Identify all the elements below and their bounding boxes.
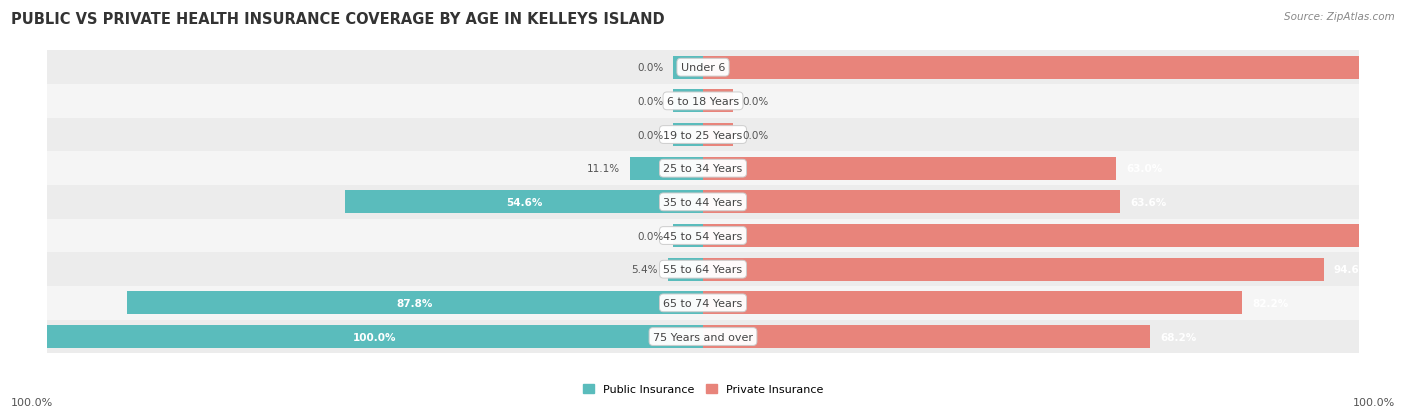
Text: 100.0%: 100.0% xyxy=(11,397,53,407)
Text: 6 to 18 Years: 6 to 18 Years xyxy=(666,97,740,107)
Text: 65 to 74 Years: 65 to 74 Years xyxy=(664,298,742,308)
Bar xyxy=(46,286,1360,320)
Text: 55 to 64 Years: 55 to 64 Years xyxy=(664,265,742,275)
Text: 82.2%: 82.2% xyxy=(1253,298,1288,308)
Text: 75 Years and over: 75 Years and over xyxy=(652,332,754,342)
Text: PUBLIC VS PRIVATE HEALTH INSURANCE COVERAGE BY AGE IN KELLEYS ISLAND: PUBLIC VS PRIVATE HEALTH INSURANCE COVER… xyxy=(11,12,665,27)
Text: 45 to 54 Years: 45 to 54 Years xyxy=(664,231,742,241)
Text: 35 to 44 Years: 35 to 44 Years xyxy=(664,197,742,207)
Text: 0.0%: 0.0% xyxy=(742,97,769,107)
Bar xyxy=(703,124,733,147)
Text: 94.6%: 94.6% xyxy=(1333,265,1369,275)
Text: 100.0%: 100.0% xyxy=(1353,397,1395,407)
Text: 0.0%: 0.0% xyxy=(637,130,664,140)
Bar xyxy=(344,191,703,214)
Text: 0.0%: 0.0% xyxy=(637,97,664,107)
Text: 25 to 34 Years: 25 to 34 Years xyxy=(664,164,742,174)
Bar xyxy=(703,90,733,113)
Bar xyxy=(703,258,1323,281)
Text: 63.0%: 63.0% xyxy=(1126,164,1163,174)
Text: 100.0%: 100.0% xyxy=(1369,63,1406,73)
Bar xyxy=(630,157,703,180)
Bar xyxy=(673,124,703,147)
Text: Source: ZipAtlas.com: Source: ZipAtlas.com xyxy=(1284,12,1395,22)
Bar xyxy=(46,185,1360,219)
Text: 100.0%: 100.0% xyxy=(1369,231,1406,241)
Bar xyxy=(46,253,1360,286)
Bar xyxy=(673,225,703,247)
Text: 68.2%: 68.2% xyxy=(1160,332,1197,342)
Text: 0.0%: 0.0% xyxy=(637,63,664,73)
Bar xyxy=(673,57,703,79)
Bar xyxy=(703,225,1360,247)
Bar xyxy=(703,157,1116,180)
Bar xyxy=(46,320,1360,354)
Bar xyxy=(703,191,1121,214)
Bar xyxy=(668,258,703,281)
Text: 11.1%: 11.1% xyxy=(588,164,620,174)
Text: 5.4%: 5.4% xyxy=(631,265,658,275)
Bar xyxy=(703,57,1360,79)
Bar xyxy=(46,152,1360,185)
Text: 87.8%: 87.8% xyxy=(396,298,433,308)
Text: 19 to 25 Years: 19 to 25 Years xyxy=(664,130,742,140)
Bar xyxy=(703,292,1243,315)
Bar xyxy=(46,325,703,348)
Text: 0.0%: 0.0% xyxy=(637,231,664,241)
Text: 54.6%: 54.6% xyxy=(506,197,543,207)
Bar xyxy=(127,292,703,315)
Bar xyxy=(46,119,1360,152)
Bar xyxy=(703,325,1150,348)
Bar xyxy=(46,85,1360,119)
Text: 63.6%: 63.6% xyxy=(1130,197,1167,207)
Text: 100.0%: 100.0% xyxy=(353,332,396,342)
Bar xyxy=(46,219,1360,253)
Bar xyxy=(673,90,703,113)
Text: 0.0%: 0.0% xyxy=(742,130,769,140)
Text: Under 6: Under 6 xyxy=(681,63,725,73)
Bar xyxy=(46,51,1360,85)
Legend: Public Insurance, Private Insurance: Public Insurance, Private Insurance xyxy=(579,379,827,399)
